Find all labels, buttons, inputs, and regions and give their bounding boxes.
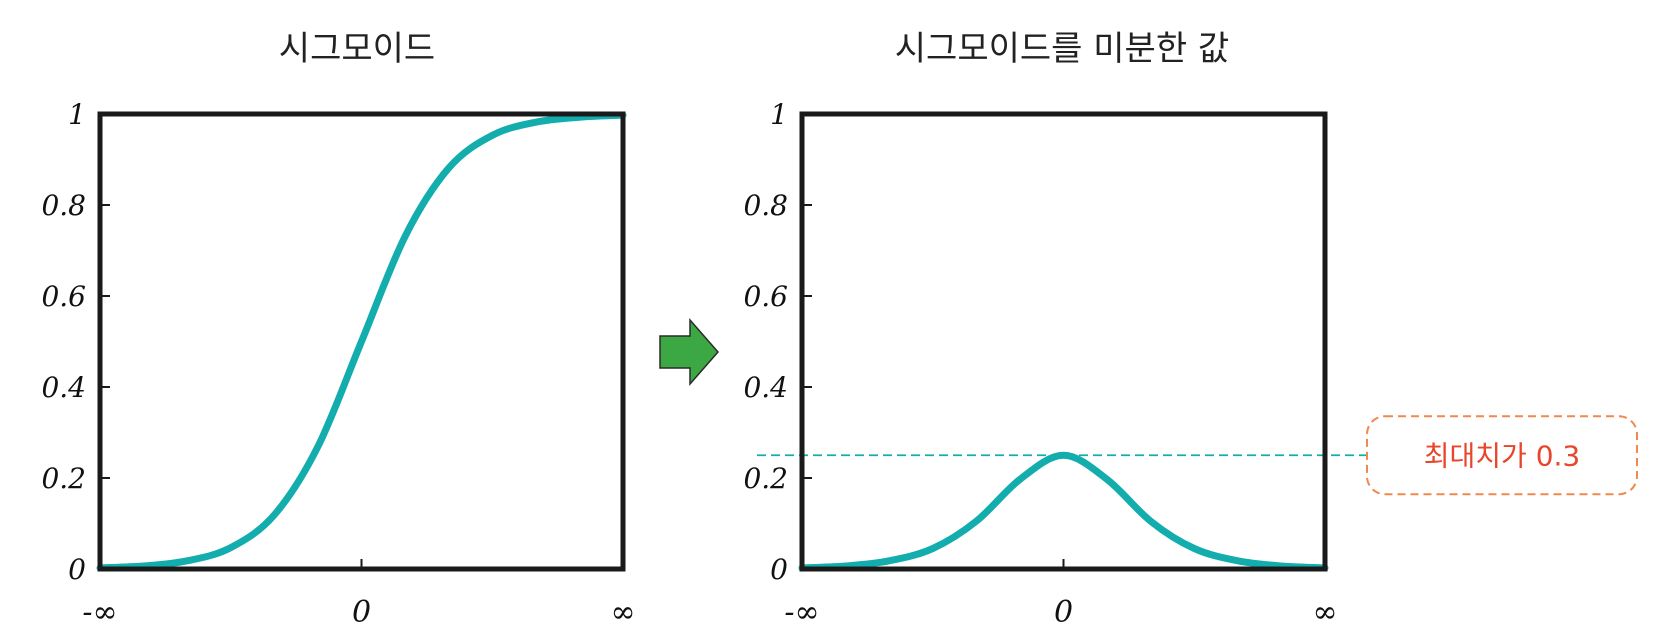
y-tick-label: 1 bbox=[770, 98, 788, 131]
sigmoid-derivative-curve bbox=[798, 451, 1329, 572]
y-tick-label: 0.6 bbox=[41, 280, 86, 313]
max-value-callout: 최대치가 0.3 bbox=[1366, 415, 1638, 496]
derivative-y-ticks: 0 0.2 0.4 0.6 0.8 1 bbox=[743, 98, 812, 586]
x-tick-label: 0 bbox=[352, 595, 371, 630]
x-tick-label: -∞ bbox=[82, 595, 117, 630]
y-tick-label: 0.4 bbox=[41, 371, 86, 404]
derivative-plot-frame bbox=[799, 111, 1328, 572]
y-tick-label: 0.6 bbox=[743, 280, 788, 313]
y-tick-label: 0.8 bbox=[743, 189, 788, 222]
y-tick-label: 0.4 bbox=[743, 371, 788, 404]
sigmoid-y-ticks: 0 0.2 0.4 0.6 0.8 1 bbox=[41, 98, 110, 586]
sigmoid-derivative-chart: 시그모이드를 미분한 값 0 0.2 0.4 0.6 0.8 1 -∞ 0 ∞ 최대치가 0.… bbox=[743, 29, 1638, 630]
max-value-callout-label: 최대치가 0.3 bbox=[1424, 439, 1580, 472]
y-tick-label: 0 bbox=[770, 553, 788, 586]
y-tick-label: 1 bbox=[68, 98, 86, 131]
y-tick-label: 0.2 bbox=[743, 462, 788, 495]
derivative-x-ticks: -∞ 0 ∞ bbox=[784, 559, 1338, 630]
sigmoid-x-ticks: -∞ 0 ∞ bbox=[82, 559, 636, 630]
sigmoid-derivative-chart-title: 시그모이드를 미분한 값 bbox=[895, 29, 1229, 69]
max-value-callout-box bbox=[1366, 415, 1638, 496]
x-tick-label: -∞ bbox=[784, 595, 819, 630]
y-tick-label: 0 bbox=[68, 553, 86, 586]
y-tick-label: 0.8 bbox=[41, 189, 86, 222]
x-tick-label: ∞ bbox=[1313, 595, 1338, 630]
right-arrow-icon bbox=[659, 318, 719, 386]
sigmoid-curve bbox=[96, 111, 627, 572]
x-tick-label: ∞ bbox=[611, 595, 636, 630]
sigmoid-plot-frame bbox=[97, 111, 626, 572]
sigmoid-chart: 시그모이드 0 0.2 0.4 0.6 0.8 1 -∞ 0 ∞ bbox=[41, 29, 635, 630]
y-tick-label: 0.2 bbox=[41, 462, 86, 495]
x-tick-label: 0 bbox=[1054, 595, 1073, 630]
sigmoid-chart-title: 시그모이드 bbox=[279, 29, 435, 69]
